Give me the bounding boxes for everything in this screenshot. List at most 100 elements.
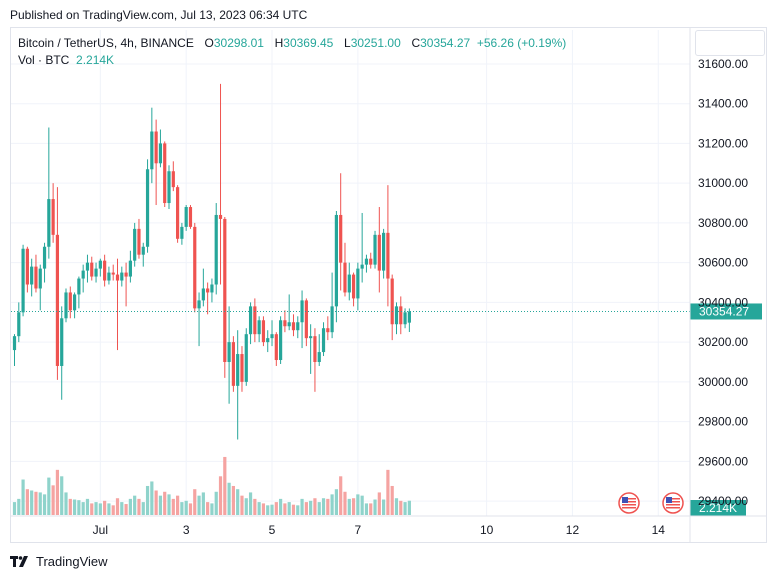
candle-body [214,214,218,285]
volume-bar [120,502,124,515]
last-volume-box [690,500,746,516]
price-tick-label: 30000.00 [698,375,748,389]
volume-bar [51,485,55,515]
volume-bar [21,479,25,515]
volume-bar [304,502,308,515]
volume-bar [300,498,304,515]
volume-bar [364,503,369,515]
volume-bar [266,505,270,515]
volume-bar [30,490,34,515]
volume-bar [373,499,377,515]
volume-bar [356,494,360,515]
volume-bar [94,502,98,515]
volume-bar [214,491,218,515]
volume-bar [81,502,85,515]
candle-body [180,226,184,239]
flag-canton [622,497,628,503]
volume-bar [223,456,227,515]
candle-body [94,268,98,277]
candle-body [351,274,356,299]
candle-body [257,320,261,335]
candle-body [334,214,338,307]
candle-body [51,199,55,235]
candle-body [201,288,205,301]
flag-stripe [666,504,680,506]
volume-bar [360,495,364,515]
price-tick-label: 30400.00 [698,295,748,309]
candle-body [279,320,283,361]
volume-bar [158,495,163,515]
volume-bar [42,494,47,515]
event-flags [618,492,684,514]
volume-value: 2.214K [76,53,115,67]
candle-body [356,268,360,299]
candle-body [115,274,120,281]
time-tick-label: Jul [93,523,108,537]
price-scale-top-box [695,30,765,56]
volume-bar [150,481,154,515]
candle-body [85,262,90,271]
last-volume-label: 2.214K [699,501,737,515]
candle-body [326,328,330,333]
price-tick-label: 29800.00 [698,415,748,429]
time-tick-label: 7 [355,523,362,537]
candle-body [270,334,274,339]
flag-stripe [622,498,636,500]
volume-bar [309,500,313,515]
last-price-label: 30354.27 [699,304,749,318]
volume-bar [197,495,201,515]
symbol-legend: Bitcoin / TetherUS, 4h, BINANCE O30298.0… [18,36,566,50]
volume-bar [330,494,334,515]
candle-body [17,312,21,337]
price-tick-label: 31600.00 [698,57,748,71]
volume-bar [244,498,248,515]
change-value: +56.26 (+0.19%) [476,36,567,50]
volume-bar [257,502,261,515]
price-tick-label: 31200.00 [698,136,748,150]
time-axis: Jul 3 5 7 10 12 14 [11,515,766,537]
candle-body [77,278,81,295]
candle-body [399,306,403,325]
volume-bar [193,489,197,515]
volume-bar [115,498,120,515]
candle-body [330,306,334,333]
flag-stripe [666,501,680,503]
candle-body [12,336,17,351]
candle-body [90,262,94,277]
candle-body [304,300,308,339]
volume-label: Vol · BTC [18,53,70,67]
time-tick-label: 3 [183,523,190,537]
volume-bar [98,503,102,515]
volume-bar [77,500,81,515]
volume-bar [248,492,253,515]
candle-body [64,292,68,319]
volume-bar [296,505,300,515]
candle-body [141,246,145,255]
volume-bar [171,498,175,515]
volume-bar [326,498,330,515]
candle-body [296,322,300,331]
open-value: 30298.01 [213,36,264,50]
flag-canton [666,497,672,503]
candle-body [403,312,407,325]
candle-body [373,234,377,265]
volume-bar [343,491,347,515]
volume-bar [163,491,167,515]
candle-body [68,292,72,311]
tradingview-logo[interactable]: TradingView [10,554,108,569]
price-tick-label: 30800.00 [698,216,748,230]
volume-bar [167,494,171,515]
low-value: 30251.00 [350,36,401,50]
candle-body [167,171,171,204]
candle-body [227,342,231,362]
volume-bar [206,502,210,515]
volume-bar [111,505,115,515]
candle-body [266,338,270,343]
volume-bar [270,504,274,515]
volume-bar [231,485,235,515]
candle-body [133,228,137,261]
tradingview-logo-icon [10,555,28,567]
volume-bar [17,498,21,515]
time-tick-label: 5 [269,523,276,537]
